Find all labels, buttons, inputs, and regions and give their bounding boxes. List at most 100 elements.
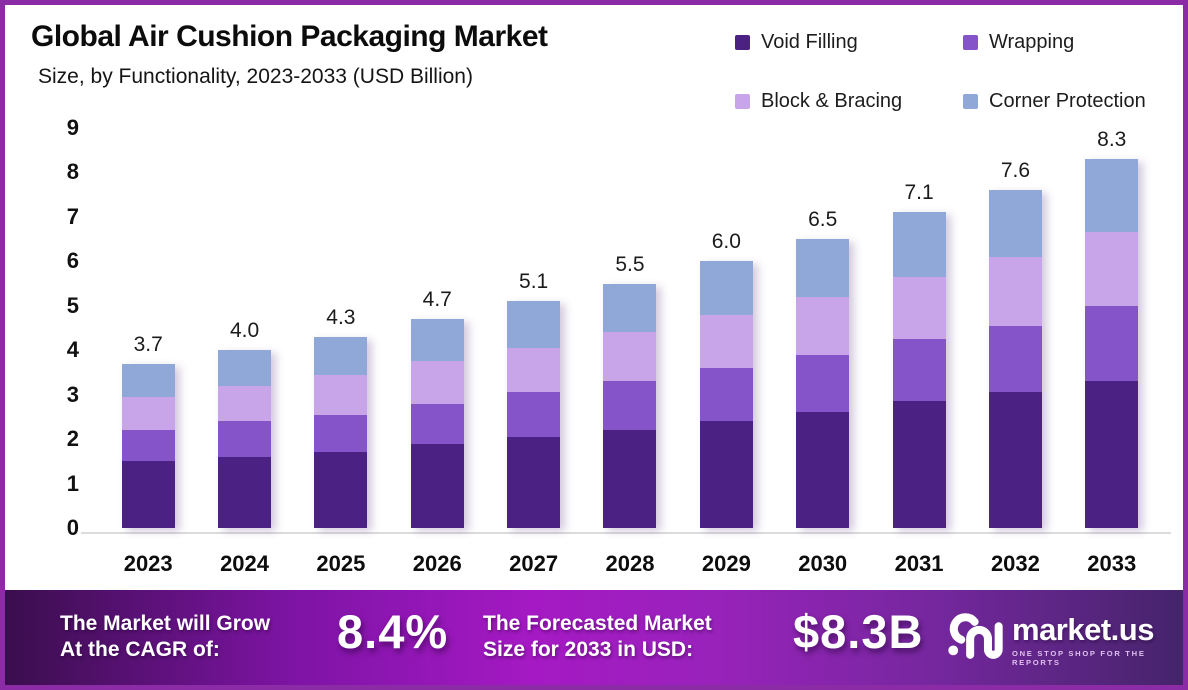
bar-segment-void-filling-2025 [314,452,368,528]
marketus-logo-icon [948,613,1003,659]
x-axis-label-2033: 2033 [1087,551,1137,576]
bar-segment-wrapping-2032 [988,325,1042,393]
bar-group-2024: 4.0 [196,128,292,528]
bar-segment-wrapping-2023 [121,430,175,462]
legend-item-void-filling: Void Filling [735,31,963,54]
bar-stack-2029 [699,261,753,528]
cagr-label: The Market will Grow At the CAGR of: [60,611,270,664]
forecast-label: The Forecasted Market Size for 2033 in U… [483,611,712,664]
bar-segment-corner-protection-2031 [892,212,946,277]
bar-segment-corner-protection-2030 [796,239,850,297]
x-axis-label-2026: 2026 [412,551,462,576]
bar-segment-wrapping-2028 [603,381,657,431]
bar-segment-block-bracing-2026 [410,361,464,404]
legend-swatch-wrapping [963,35,978,50]
bar-group-2023: 3.7 [100,128,196,528]
bar-segment-block-bracing-2024 [218,385,272,422]
bar-stack-2030 [796,239,850,528]
footer-banner: The Market will Grow At the CAGR of: 8.4… [5,590,1183,685]
y-axis-tick-9: 9 [66,115,79,140]
bar-stack-2031 [892,212,946,528]
y-axis-tick-0: 0 [66,515,79,540]
x-axis-label-2031: 2031 [894,551,944,576]
bar-segment-wrapping-2029 [699,368,753,422]
bar-group-2029: 6.0 [678,128,774,528]
bar-segment-block-bracing-2033 [1085,232,1139,306]
legend-label: Wrapping [989,31,1075,53]
bar-group-2032: 7.6 [967,128,1063,528]
bar-segment-corner-protection-2023 [121,363,175,397]
bar-segment-block-bracing-2032 [988,256,1042,326]
bar-total-label-2026: 4.7 [422,288,452,312]
bar-segment-void-filling-2026 [410,443,464,528]
legend-swatch-block-bracing [735,94,750,109]
y-axis-tick-3: 3 [66,381,79,407]
bar-stack-2025 [314,336,368,528]
bar-group-2030: 6.5 [775,128,871,528]
bar-total-label-2023: 3.7 [133,332,163,356]
x-axis-label-2027: 2027 [509,551,559,576]
bar-segment-void-filling-2033 [1085,381,1139,528]
legend-label: Block & Bracing [761,90,903,112]
marketus-logo-text: market.us [1012,612,1154,647]
bar-segment-corner-protection-2033 [1085,159,1139,233]
legend-label: Corner Protection [989,90,1146,112]
bar-segment-void-filling-2023 [121,461,175,528]
bar-group-2031: 7.1 [871,128,967,528]
bar-segment-void-filling-2029 [699,421,753,528]
x-axis-labels: 2023 2024 2025 2026 2027 2028 2029 2030 2031 2032… [100,551,1160,577]
x-axis-label-2030: 2030 [798,551,848,576]
forecast-label-line2: Size for 2033 in USD: [483,638,694,662]
bar-total-label-2027: 5.1 [519,270,549,294]
bar-segment-corner-protection-2028 [603,283,657,333]
bar-stack-2023 [121,363,175,528]
x-axis-label-2028: 2028 [605,551,655,576]
y-axis: 0 1 2 3 4 5 6 7 8 9 [43,117,79,539]
bar-segment-void-filling-2032 [988,392,1042,528]
bar-group-2026: 4.7 [389,128,485,528]
bar-segment-block-bracing-2027 [507,348,561,393]
bar-segment-wrapping-2026 [410,403,464,444]
bar-stack-2024 [218,350,272,528]
bar-total-label-2029: 6.0 [711,230,741,254]
y-axis-tick-6: 6 [66,248,79,274]
bar-segment-block-bracing-2029 [699,314,753,369]
y-axis-tick-4: 4 [66,337,79,363]
bar-segment-block-bracing-2031 [892,276,946,340]
bar-segment-wrapping-2025 [314,414,368,453]
x-axis-label-2029: 2029 [701,551,751,576]
y-axis-tick-7: 7 [66,203,79,229]
legend-swatch-corner-protection [963,94,978,109]
forecast-value: $8.3B [793,605,924,658]
bar-total-label-2025: 4.3 [326,305,356,329]
legend-item-corner-protection: Corner Protection [963,90,1183,113]
bar-segment-void-filling-2024 [218,456,272,528]
cagr-label-line1: The Market will Grow [60,612,271,635]
bar-segment-corner-protection-2032 [988,190,1042,257]
bar-total-label-2032: 7.6 [1000,159,1031,183]
bar-segment-corner-protection-2029 [699,261,753,315]
bar-total-label-2024: 4.0 [229,319,260,343]
bar-segment-wrapping-2033 [1085,305,1139,382]
bar-total-label-2028: 5.5 [615,252,645,276]
y-axis-tick-5: 5 [66,292,79,318]
bar-segment-wrapping-2027 [507,392,561,437]
bar-stack-2032 [988,190,1042,528]
bar-segment-void-filling-2030 [796,412,850,528]
bar-segment-corner-protection-2024 [218,350,272,386]
page-title: Global Air Cushion Packaging Market [31,20,548,53]
bar-segment-wrapping-2031 [892,339,946,402]
legend-label: Void Filling [761,31,858,53]
marketus-logo-tagline: ONE STOP SHOP FOR THE REPORTS [1012,649,1146,667]
x-axis-label-2032: 2032 [990,551,1040,576]
page-subtitle: Size, by Functionality, 2023-2033 (USD B… [38,65,473,88]
x-axis-line [81,532,1171,534]
x-axis-label-2025: 2025 [316,551,366,576]
bar-segment-corner-protection-2027 [507,301,561,349]
bar-group-2025: 4.3 [293,128,389,528]
bar-segment-block-bracing-2028 [603,332,657,382]
bar-stack-2033 [1085,159,1139,528]
bar-segment-wrapping-2030 [796,354,850,413]
y-axis-tick-2: 2 [66,426,79,452]
